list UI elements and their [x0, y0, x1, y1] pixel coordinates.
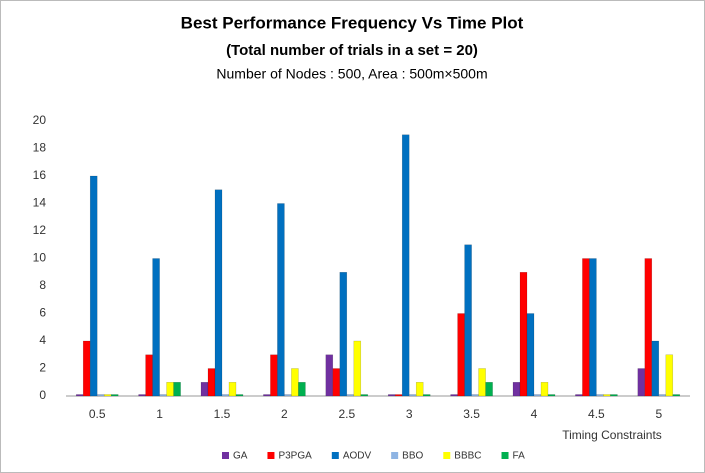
x-tick-label: 5 [655, 407, 662, 421]
bar [346, 394, 355, 397]
x-tick-label: 3 [406, 407, 413, 421]
legend-label: GA [233, 451, 248, 462]
bar [332, 368, 341, 397]
bar [394, 394, 403, 397]
bar [145, 354, 153, 397]
bar [173, 382, 181, 397]
bar [589, 258, 597, 397]
bar [401, 134, 410, 397]
bar [103, 394, 112, 397]
legend-swatch [267, 452, 275, 459]
bar [533, 394, 542, 397]
legend-label: AODV [343, 451, 372, 462]
legend-swatch [391, 452, 399, 459]
bar [596, 394, 604, 397]
bar [96, 394, 105, 397]
bar [207, 368, 216, 397]
legend-swatch [222, 452, 229, 459]
bar [339, 272, 348, 397]
bar [471, 394, 479, 397]
legend-label: P3PGA [278, 451, 312, 462]
bar [457, 313, 465, 397]
bar [651, 340, 660, 397]
bar [387, 394, 396, 397]
x-tick-label: 0.5 [89, 407, 106, 421]
y-tick-label: 10 [33, 251, 47, 265]
legend-label: FA [513, 451, 526, 462]
y-tick-label: 6 [39, 306, 46, 320]
bar [610, 394, 618, 397]
bar [89, 175, 98, 397]
x-tick-label: 2 [281, 407, 288, 421]
bar [512, 382, 521, 397]
y-tick-label: 12 [33, 223, 47, 237]
bar [575, 394, 583, 397]
bar [665, 354, 674, 397]
bar [166, 382, 174, 397]
legend-swatch [331, 452, 339, 459]
bar [644, 258, 653, 397]
bar [221, 394, 230, 397]
bar [637, 368, 646, 397]
chart-caption: Number of Nodes : 500, Area : 500m×500m [216, 66, 487, 82]
x-tick-label: 3.5 [463, 407, 480, 421]
y-tick-label: 8 [39, 278, 46, 292]
bar [228, 382, 237, 397]
chart-subtitle: (Total number of trials in a set = 20) [226, 42, 478, 59]
y-tick-label: 14 [33, 196, 47, 210]
x-tick-label: 2.5 [338, 407, 355, 421]
legend-swatch [443, 452, 451, 459]
bar [138, 394, 146, 397]
bar [298, 382, 306, 397]
bar [360, 394, 369, 397]
bar [658, 394, 667, 397]
bar [200, 382, 209, 397]
y-tick-label: 20 [33, 113, 47, 127]
bar [519, 272, 528, 397]
bar [263, 394, 271, 397]
chart-title: Best Performance Frequency Vs Time Plot [181, 13, 524, 32]
bar [353, 340, 362, 397]
bar [478, 368, 486, 397]
bar [408, 394, 417, 397]
bar [547, 394, 556, 397]
y-tick-label: 18 [33, 141, 47, 155]
bar [485, 382, 493, 397]
y-tick-label: 4 [39, 333, 46, 347]
bar [582, 258, 590, 397]
legend-label: BBO [402, 451, 423, 462]
bar [235, 394, 244, 397]
bar [464, 244, 472, 397]
bar [450, 394, 458, 397]
bar [110, 394, 119, 397]
y-tick-label: 0 [39, 388, 46, 402]
bar [75, 394, 84, 397]
x-tick-label: 1 [156, 407, 163, 421]
bar [291, 368, 299, 397]
bar [672, 394, 681, 397]
bar [284, 394, 292, 397]
bar [603, 394, 611, 397]
x-axis-label: Timing Constraints [562, 428, 662, 442]
bar [82, 340, 91, 397]
bar [540, 382, 549, 397]
legend-swatch [501, 452, 509, 459]
legend-label: BBBC [454, 451, 481, 462]
bar [270, 354, 278, 397]
bar [277, 203, 285, 397]
bar [526, 313, 535, 397]
bar [159, 394, 167, 397]
x-tick-label: 1.5 [214, 407, 231, 421]
bar [214, 189, 223, 397]
bar [152, 258, 160, 397]
x-tick-label: 4.5 [588, 407, 605, 421]
x-tick-label: 4 [531, 407, 538, 421]
bar [415, 382, 424, 397]
bar [325, 354, 334, 397]
bar [422, 394, 431, 397]
y-tick-label: 16 [33, 168, 47, 182]
y-tick-label: 2 [39, 361, 46, 375]
